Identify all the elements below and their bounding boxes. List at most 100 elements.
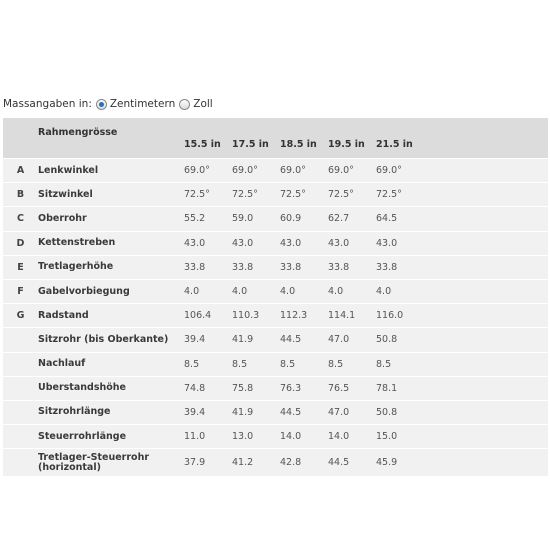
row-value: 42.8 [280, 448, 328, 478]
row-value: 72.5° [232, 182, 280, 208]
row-value: 39.4 [184, 327, 232, 353]
table-row: A Lenkwinkel 69.0° 69.0° 69.0° 69.0° 69.0° [3, 158, 548, 184]
row-filler [424, 279, 548, 305]
row-value: 39.4 [184, 400, 232, 426]
table-row: Steuerrohrlänge 11.0 13.0 14.0 14.0 15.0 [3, 424, 548, 450]
row-value: 43.0 [376, 231, 424, 256]
row-value: 69.0° [376, 158, 424, 184]
header-filler-cell [424, 118, 548, 159]
row-value: 11.0 [184, 424, 232, 450]
row-value: 37.9 [184, 448, 232, 478]
row-value: 33.8 [280, 255, 328, 280]
centimeters-radio[interactable] [95, 98, 107, 110]
row-name: Tretlagerhöhe [38, 255, 184, 280]
row-filler [424, 206, 548, 232]
frame-size-header: Rahmengrösse [38, 118, 184, 159]
row-value: 4.0 [328, 279, 376, 305]
table-row: C Oberrohr 55.2 59.0 60.9 62.7 64.5 [3, 206, 548, 232]
row-value: 8.5 [328, 352, 376, 377]
row-letter: B [3, 182, 38, 208]
row-letter: C [3, 206, 38, 232]
row-value: 62.7 [328, 206, 376, 232]
row-value: 55.2 [184, 206, 232, 232]
row-value: 8.5 [280, 352, 328, 377]
row-name: Sitzrohrlänge [38, 400, 184, 426]
row-value: 74.8 [184, 376, 232, 401]
row-value: 72.5° [328, 182, 376, 208]
table-row: Sitzrohr (bis Oberkante) 39.4 41.9 44.5 47.0… [3, 327, 548, 353]
row-value: 41.9 [232, 400, 280, 426]
row-value: 33.8 [184, 255, 232, 280]
row-name: Tretlager-Steuerrohr (horizontal) [38, 448, 184, 478]
row-value: 116.0 [376, 303, 424, 329]
row-value: 33.8 [328, 255, 376, 280]
unit-selector: Massangaben in: Zentimetern Zoll [3, 96, 217, 112]
row-value: 8.5 [376, 352, 424, 377]
row-value: 60.9 [280, 206, 328, 232]
row-filler [424, 182, 548, 208]
row-value: 4.0 [280, 279, 328, 305]
row-filler [424, 424, 548, 450]
row-letter [3, 424, 38, 450]
row-filler [424, 376, 548, 401]
row-name: Uberstandshöhe [38, 376, 184, 401]
table-row: Uberstandshöhe 74.8 75.8 76.3 76.5 78.1 [3, 376, 548, 401]
row-value: 50.8 [376, 400, 424, 426]
row-value: 4.0 [184, 279, 232, 305]
table-row: F Gabelvorbiegung 4.0 4.0 4.0 4.0 4.0 [3, 279, 548, 305]
row-letter: G [3, 303, 38, 329]
size-header: 21.5 in [376, 118, 424, 159]
table-row: B Sitzwinkel 72.5° 72.5° 72.5° 72.5° 72.5° [3, 182, 548, 208]
row-filler [424, 231, 548, 256]
row-letter [3, 327, 38, 353]
row-letter [3, 376, 38, 401]
row-letter: D [3, 231, 38, 256]
unit-option-centimeters[interactable]: Zentimetern [95, 98, 176, 110]
row-value: 50.8 [376, 327, 424, 353]
row-value: 33.8 [232, 255, 280, 280]
centimeters-label[interactable]: Zentimetern [109, 98, 176, 110]
row-value: 69.0° [232, 158, 280, 184]
row-value: 72.5° [280, 182, 328, 208]
row-value: 47.0 [328, 400, 376, 426]
row-name: Steuerrohrlänge [38, 424, 184, 450]
size-header: 15.5 in [184, 118, 232, 159]
table-row: E Tretlagerhöhe 33.8 33.8 33.8 33.8 33.8 [3, 255, 548, 280]
row-name: Kettenstreben [38, 231, 184, 256]
header-letter-cell [3, 118, 38, 159]
row-value: 64.5 [376, 206, 424, 232]
row-value: 43.0 [328, 231, 376, 256]
row-value: 44.5 [280, 327, 328, 353]
table-row: Tretlager-Steuerrohr (horizontal) 37.9 41.… [3, 448, 548, 478]
unit-option-inches[interactable]: Zoll [179, 98, 213, 110]
row-value: 14.0 [328, 424, 376, 450]
table-row: G Radstand 106.4 110.3 112.3 114.1 116.0 [3, 303, 548, 329]
table-header-row: Rahmengrösse 15.5 in 17.5 in 18.5 in 19.… [3, 118, 548, 159]
row-value: 114.1 [328, 303, 376, 329]
row-value: 47.0 [328, 327, 376, 353]
row-value: 72.5° [376, 182, 424, 208]
unit-selector-label: Massangaben in: [3, 98, 92, 110]
row-value: 112.3 [280, 303, 328, 329]
row-letter: F [3, 279, 38, 305]
row-value: 76.5 [328, 376, 376, 401]
inches-label[interactable]: Zoll [193, 98, 213, 110]
row-name: Radstand [38, 303, 184, 329]
row-value: 13.0 [232, 424, 280, 450]
row-letter: E [3, 255, 38, 280]
row-value: 75.8 [232, 376, 280, 401]
row-value: 14.0 [280, 424, 328, 450]
row-name: Gabelvorbiegung [38, 279, 184, 305]
row-name: Nachlauf [38, 352, 184, 377]
inches-radio[interactable] [179, 98, 191, 110]
row-letter [3, 448, 38, 478]
row-value: 33.8 [376, 255, 424, 280]
row-name: Oberrohr [38, 206, 184, 232]
row-value: 69.0° [328, 158, 376, 184]
size-header: 19.5 in [328, 118, 376, 159]
row-filler [424, 352, 548, 377]
row-value: 41.2 [232, 448, 280, 478]
row-filler [424, 327, 548, 353]
row-filler [424, 448, 548, 478]
row-value: 78.1 [376, 376, 424, 401]
